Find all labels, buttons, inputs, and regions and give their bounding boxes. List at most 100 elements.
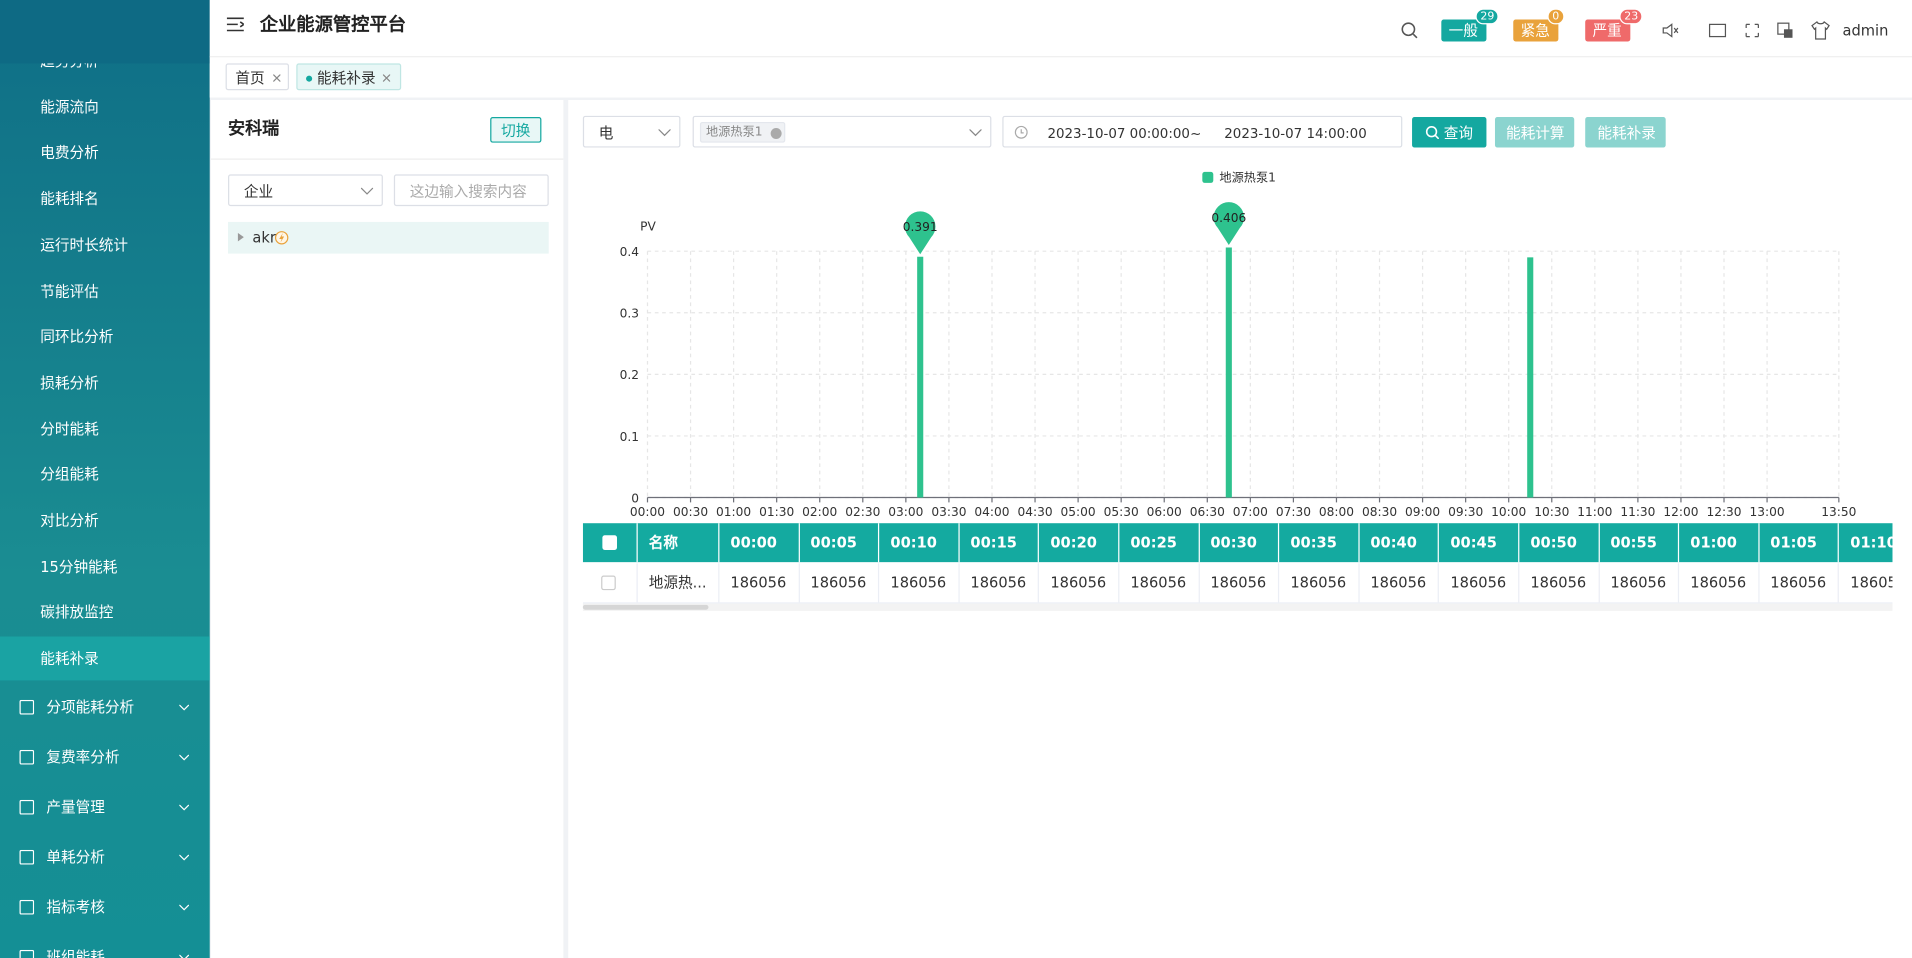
menu-item[interactable]: 对比分析 bbox=[40, 512, 99, 530]
clock-icon bbox=[1014, 125, 1028, 139]
table-cell: 186056 bbox=[1198, 563, 1278, 603]
search-input[interactable]: 这边输入搜索内容 bbox=[393, 174, 549, 207]
table-cell: 186056 bbox=[1838, 563, 1892, 603]
menu-item[interactable]: 15分钟能耗 bbox=[40, 558, 118, 576]
tab-label: 能耗补录 bbox=[317, 69, 376, 87]
button-label: 能耗补录 bbox=[1597, 124, 1656, 142]
switch-button[interactable]: 切换 bbox=[490, 117, 542, 143]
legend-swatch bbox=[1202, 171, 1214, 183]
badge-count: 23 bbox=[1619, 8, 1644, 25]
tag: 地源热泵1 bbox=[699, 121, 786, 143]
chevron bbox=[179, 804, 190, 811]
header-cell: 00:05 bbox=[798, 523, 878, 563]
tab-dot bbox=[306, 75, 313, 82]
badge-count: 29 bbox=[1475, 8, 1500, 25]
menu-item[interactable]: 节能评估 bbox=[40, 282, 99, 300]
y-tick-label: 0.1 bbox=[620, 430, 639, 444]
badge-count: 0 bbox=[1547, 8, 1565, 25]
menu-item[interactable]: 碳排放监控 bbox=[40, 604, 114, 622]
group-icon bbox=[19, 749, 35, 765]
alert-badge[interactable]: 严重 23 bbox=[1585, 8, 1644, 42]
header-cell: 00:20 bbox=[1038, 523, 1118, 563]
tab-active[interactable]: 能耗补录 bbox=[296, 63, 402, 91]
app-title: 企业能源管控平台 bbox=[259, 13, 407, 36]
alert-badge[interactable]: 紧急 0 bbox=[1513, 8, 1565, 42]
button-label: 能耗计算 bbox=[1505, 124, 1565, 142]
x-tick-label: 09:30 bbox=[1448, 505, 1483, 519]
toolbar-icons[interactable] bbox=[1661, 22, 1795, 39]
record-button[interactable]: 能耗补录 bbox=[1585, 117, 1666, 148]
energy-select[interactable]: 电 bbox=[582, 115, 681, 148]
user-name[interactable]: admin bbox=[1842, 21, 1889, 40]
x-tick-label: 06:30 bbox=[1190, 505, 1225, 519]
tag-close[interactable] bbox=[770, 128, 782, 140]
bar bbox=[1527, 257, 1534, 498]
x-tick-label: 07:30 bbox=[1276, 505, 1311, 519]
menu-item[interactable]: 分时能耗 bbox=[40, 420, 99, 438]
menu-item[interactable]: 损耗分析 bbox=[40, 374, 99, 392]
menu-icon[interactable] bbox=[226, 17, 244, 32]
x-tick-label: 09:00 bbox=[1405, 505, 1440, 519]
scroll-thumb[interactable] bbox=[582, 604, 709, 610]
x-tick-label: 08:00 bbox=[1319, 505, 1354, 519]
tab-close[interactable] bbox=[382, 74, 391, 82]
sidebar: 趋势分析能源流向电费分析能耗排名运行时长统计节能评估同环比分析损耗分析分时能耗分… bbox=[0, 0, 210, 958]
table-cell: 186056 bbox=[878, 563, 958, 603]
value-label: 0.406 bbox=[1211, 211, 1246, 225]
menu-item[interactable]: 能源流向 bbox=[40, 98, 99, 116]
tab-close[interactable] bbox=[273, 74, 281, 82]
device-select[interactable]: 地源热泵1 bbox=[692, 115, 992, 148]
row-checkbox[interactable] bbox=[601, 575, 616, 591]
tree-label: akr bbox=[252, 229, 276, 247]
header-cell: 00:15 bbox=[958, 523, 1038, 563]
header-cell: 名称 bbox=[636, 523, 719, 563]
menu-item[interactable]: 能耗排名 bbox=[40, 190, 99, 208]
data-table: 名称 00:00 00:05 00:10 00:15 00:20 00:25 00:30 00:… bbox=[582, 523, 1893, 615]
menu-item[interactable]: 运行时长统计 bbox=[40, 236, 129, 254]
x-tick-label: 01:30 bbox=[759, 505, 794, 519]
x-tick-label: 06:00 bbox=[1147, 505, 1182, 519]
calc-button[interactable]: 能耗计算 bbox=[1494, 117, 1575, 148]
tag-label: 地源热泵1 bbox=[706, 125, 763, 140]
group-icon bbox=[19, 899, 35, 915]
logo-band bbox=[0, 0, 210, 64]
theme-icon[interactable] bbox=[1811, 21, 1831, 41]
type-select[interactable]: 企业 bbox=[228, 174, 383, 207]
header-cell: 01:10 bbox=[1838, 523, 1892, 563]
chevron bbox=[360, 187, 374, 195]
button-label: 切换 bbox=[501, 121, 531, 140]
header-cell: 01:00 bbox=[1678, 523, 1758, 563]
x-tick-label: 11:00 bbox=[1577, 505, 1612, 519]
search-icon[interactable] bbox=[1401, 22, 1418, 39]
menu-group[interactable]: 班组能耗 bbox=[0, 935, 210, 958]
menu-group[interactable]: 单耗分析 bbox=[0, 835, 210, 879]
menu-item[interactable]: 分组能耗 bbox=[40, 466, 99, 484]
menu-item[interactable]: 电费分析 bbox=[40, 144, 99, 162]
table-cell: 186056 bbox=[1598, 563, 1678, 603]
header-checkbox[interactable] bbox=[602, 535, 618, 550]
tree-node[interactable]: akr bbox=[228, 221, 549, 254]
menu-item[interactable]: 能耗补录 bbox=[0, 636, 210, 681]
alert-badge[interactable]: 一般 29 bbox=[1441, 8, 1500, 42]
x-tick-label: 10:00 bbox=[1491, 505, 1526, 519]
divider bbox=[210, 158, 564, 160]
table-cell: 地源热... bbox=[636, 563, 719, 603]
query-button[interactable]: 查询 bbox=[1412, 117, 1487, 148]
date-range[interactable]: 2023-10-07 00:00:00 ~ 2023-10-07 14:00:0… bbox=[1002, 115, 1403, 148]
x-tick-label: 04:30 bbox=[1017, 505, 1052, 519]
table-cell: 186056 bbox=[1438, 563, 1518, 603]
menu-group[interactable]: 指标考核 bbox=[0, 885, 210, 929]
menu-item[interactable]: 同环比分析 bbox=[40, 328, 114, 346]
header-cell: 00:50 bbox=[1518, 523, 1598, 563]
menu-group[interactable]: 产量管理 bbox=[0, 785, 210, 829]
date-separator: ~ bbox=[1190, 125, 1202, 142]
top-bar: 企业能源管控平台 一般 29 紧急 0 严重 23 admin bbox=[209, 0, 1912, 57]
date-start: 2023-10-07 00:00:00 bbox=[1047, 125, 1190, 142]
menu-group[interactable]: 复费率分析 bbox=[0, 735, 210, 779]
node-icon bbox=[274, 231, 289, 245]
value-label: 0.391 bbox=[903, 220, 938, 234]
tab[interactable]: 首页 bbox=[225, 63, 289, 91]
group-icon bbox=[19, 949, 35, 958]
header-cell: 00:30 bbox=[1198, 523, 1278, 563]
menu-group[interactable]: 分项能耗分析 bbox=[0, 685, 210, 729]
